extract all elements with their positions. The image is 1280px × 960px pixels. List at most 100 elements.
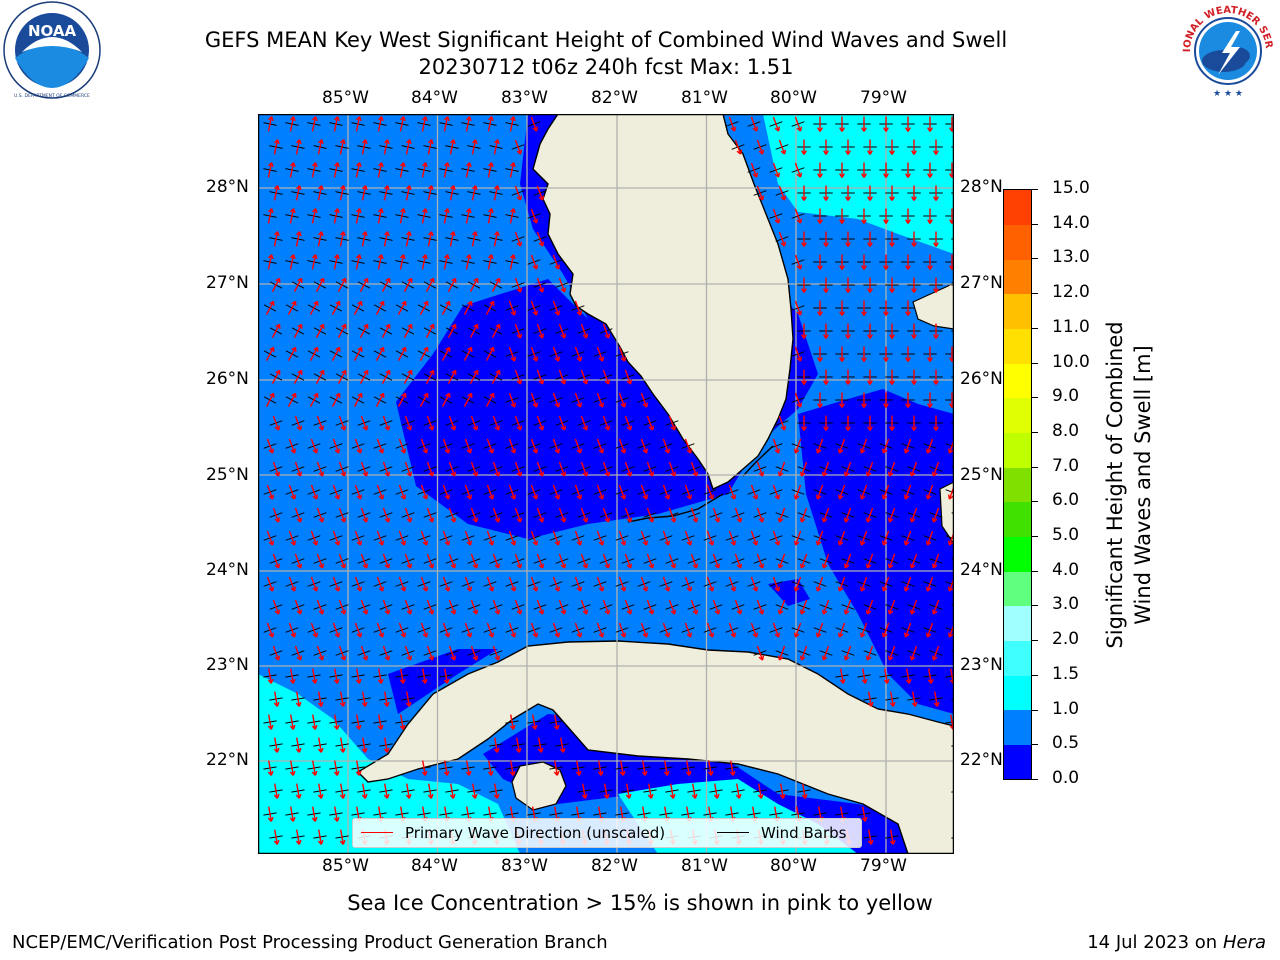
wave-arrow-head: [604, 333, 611, 339]
wave-arrow: [376, 576, 384, 592]
wave-arrow: [822, 553, 830, 569]
isla-juventud-land: [511, 761, 567, 811]
wave-arrow: [354, 438, 362, 454]
wave-arrow: [353, 393, 363, 407]
wave-arrow: [274, 737, 278, 753]
wave-arrow: [273, 231, 279, 247]
wave-arrow: [464, 484, 472, 500]
wave-arrow-head: [845, 288, 851, 293]
wave-arrow-head: [931, 655, 938, 661]
wave-arrow-head: [823, 334, 829, 339]
wave-arrow-head: [865, 655, 872, 661]
wave-arrow-head: [295, 231, 302, 237]
wave-arrow: [530, 530, 538, 546]
wave-arrow-head: [333, 116, 340, 122]
wave-arrow: [822, 507, 830, 523]
wave-arrow-head: [383, 139, 390, 145]
wave-arrow-head: [291, 392, 297, 398]
colorbar-segment: [1004, 675, 1031, 711]
wave-arrow: [640, 484, 648, 500]
wave-arrow-head: [532, 494, 539, 500]
wave-arrow-head: [443, 162, 450, 168]
wave-arrow: [384, 783, 388, 799]
wave-arrow-head: [859, 494, 866, 500]
wave-arrow-head: [691, 793, 698, 799]
wave-arrow-head: [290, 632, 297, 638]
colorbar-tick-label: 10.0: [1052, 351, 1090, 372]
wave-arrow-head: [642, 494, 649, 500]
wave-arrow-head: [598, 632, 605, 638]
wave-arrow: [404, 599, 412, 615]
colorbar-segment: [1004, 744, 1031, 779]
wave-arrow-head: [670, 471, 677, 477]
wave-arrow: [794, 346, 802, 362]
wave-arrow: [309, 347, 319, 361]
wave-arrow: [359, 324, 369, 338]
wave-arrow-head: [669, 793, 676, 799]
wave-arrow: [932, 599, 940, 615]
wave-arrow-head: [312, 448, 319, 454]
wave-arrow: [552, 576, 560, 592]
wave-arrow-head: [903, 632, 910, 638]
wave-arrow: [582, 783, 586, 799]
wave-arrow: [340, 829, 344, 845]
wave-arrow-head: [516, 563, 523, 569]
wave-arrow-head: [421, 208, 428, 214]
wave-arrow: [574, 530, 582, 546]
colorbar-tick: [1032, 744, 1038, 746]
wave-arrow-head: [581, 793, 588, 799]
wave-arrow-head: [274, 655, 281, 661]
wave-arrow: [289, 254, 295, 270]
wave-arrow-head: [947, 632, 954, 638]
wave-arrow-head: [340, 517, 347, 523]
wave-arrow: [926, 622, 934, 638]
wave-arrow-head: [619, 770, 626, 776]
wave-arrow-head: [752, 494, 759, 500]
wave-arrow-head: [758, 517, 765, 523]
wave-arrow: [426, 415, 434, 431]
wave-arrow-head: [837, 632, 844, 638]
wave-arrow-head: [516, 517, 523, 523]
wave-arrow: [530, 392, 538, 408]
wave-arrow-head: [334, 586, 341, 592]
wave-arrow: [602, 461, 610, 477]
wave-arrow: [331, 301, 341, 315]
wave-arrow: [340, 783, 344, 799]
wave-arrow: [668, 553, 676, 569]
wave-arrow-head: [576, 632, 583, 638]
wave-arrow-head: [422, 540, 429, 546]
wave-arrow-head: [889, 380, 895, 385]
wave-arrow-head: [333, 724, 340, 730]
wave-arrow-head: [267, 208, 274, 214]
wave-arrow-head: [861, 816, 868, 822]
wave-arrow: [443, 208, 449, 224]
wave-arrow: [356, 760, 360, 776]
wave-arrow-head: [648, 563, 655, 569]
wave-arrow-head: [312, 540, 319, 546]
lat-tick-left-27: 27°N: [206, 273, 249, 293]
wave-arrow-head: [664, 586, 671, 592]
colorbar-tick: [1032, 258, 1038, 260]
wave-arrow: [442, 438, 450, 454]
wave-arrow-head: [881, 448, 888, 454]
wave-arrow-head: [931, 563, 938, 569]
wave-arrow-head: [429, 323, 435, 329]
wave-arrow-head: [466, 586, 473, 592]
wave-arrow-head: [927, 173, 933, 178]
wave-arrow-head: [538, 563, 545, 569]
wave-arrow: [596, 346, 604, 362]
wave-arrow: [862, 668, 866, 684]
wave-arrow-head: [406, 471, 413, 477]
wave-arrow: [421, 208, 427, 224]
wave-arrow: [492, 553, 500, 569]
wave-arrow-head: [466, 540, 473, 546]
wave-arrow: [552, 300, 560, 316]
wave-arrow-head: [319, 369, 325, 375]
wave-arrow: [465, 254, 471, 270]
wave-arrow: [317, 139, 323, 155]
wave-arrow-head: [297, 277, 303, 283]
wave-arrow-head: [883, 219, 889, 224]
wave-arrow: [910, 553, 918, 569]
svg-text:★ ★ ★: ★ ★ ★: [1213, 89, 1243, 99]
wave-arrow-head: [801, 334, 807, 339]
